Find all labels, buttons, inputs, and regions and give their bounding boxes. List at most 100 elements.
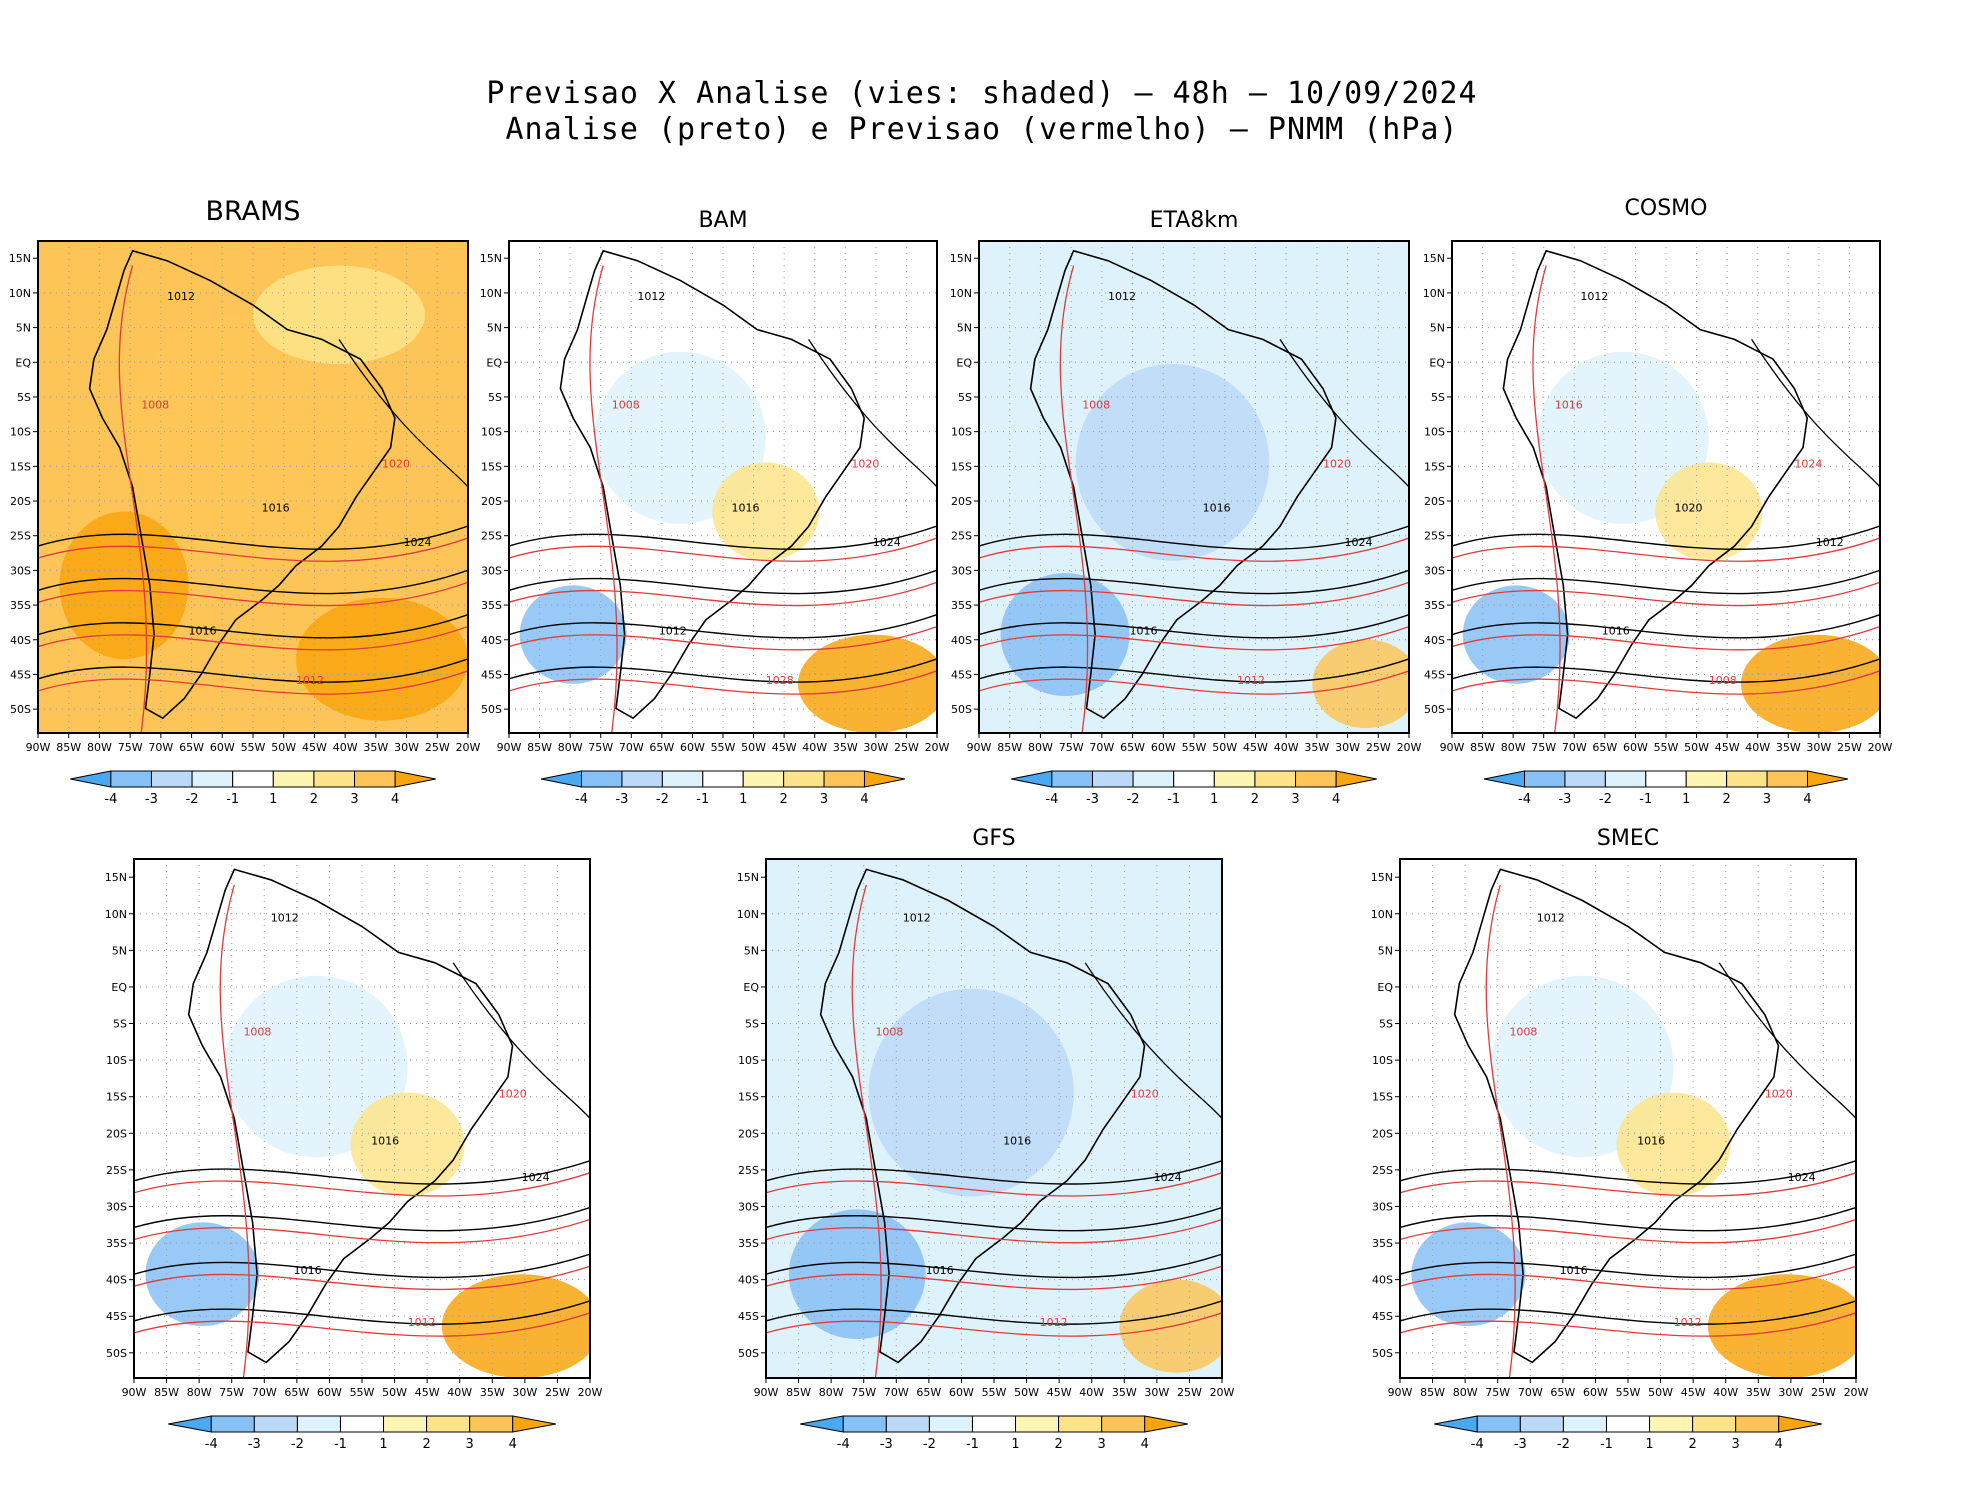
colorbar-label: -1 bbox=[334, 1437, 347, 1452]
bias-blob bbox=[253, 265, 425, 364]
forecast-isobar bbox=[134, 1218, 590, 1244]
colorbar-arrow-left bbox=[800, 1415, 844, 1433]
lat-label: EQ bbox=[15, 356, 31, 369]
analysis-isobar bbox=[979, 525, 1409, 550]
panel-title: BAM bbox=[698, 208, 748, 233]
colorbar-label: -1 bbox=[1639, 792, 1652, 807]
colorbar-segment bbox=[210, 1415, 255, 1433]
isobar-label: 1020 bbox=[851, 457, 879, 470]
forecast-map-panel: 1012 1008 1016 1020 1024 1028 1012 15N 10N 5N EQ 5S… bbox=[480, 240, 950, 807]
isobar-label: 1012 bbox=[1040, 1316, 1068, 1329]
colorbar-label: 1 bbox=[1682, 792, 1690, 807]
lon-label: 90W bbox=[122, 1386, 147, 1399]
analysis-isobar bbox=[1452, 658, 1880, 683]
lon-label: 85W bbox=[154, 1386, 179, 1399]
bias-blob bbox=[1462, 585, 1570, 684]
colorbar-segment bbox=[1564, 770, 1606, 788]
colorbar-label: 3 bbox=[1732, 1437, 1740, 1452]
bias-blob bbox=[868, 988, 1074, 1197]
analysis-isobar bbox=[1400, 1206, 1856, 1232]
forecast-isobar bbox=[589, 265, 618, 733]
lon-label: 90W bbox=[754, 1386, 779, 1399]
lat-label: 45S bbox=[10, 668, 31, 681]
forecast-isobar bbox=[1485, 884, 1516, 1378]
lat-label: 25S bbox=[1424, 530, 1445, 543]
colorbar-label: 1 bbox=[1011, 1437, 1019, 1452]
lat-label: 5S bbox=[488, 391, 502, 404]
lon-label: 55W bbox=[350, 1386, 375, 1399]
colorbar-label: -1 bbox=[966, 1437, 979, 1452]
colorbar-segment bbox=[354, 770, 396, 788]
lon-label: 30W bbox=[863, 741, 888, 754]
isobar-label: 1016 bbox=[1003, 1134, 1031, 1147]
lon-label: 50W bbox=[1014, 1386, 1039, 1399]
lat-label: 50S bbox=[951, 703, 972, 716]
lat-label: 25S bbox=[738, 1164, 759, 1177]
bias-blob bbox=[1616, 1092, 1731, 1197]
analysis-isobar bbox=[1400, 1160, 1856, 1185]
lon-label: 35W bbox=[1112, 1386, 1137, 1399]
isobar-label: 1008 bbox=[243, 1025, 271, 1038]
forecast-isobar bbox=[1400, 1172, 1856, 1197]
lon-label: 25W bbox=[545, 1386, 570, 1399]
lon-label: 75W bbox=[1059, 741, 1084, 754]
colorbar-label: -2 bbox=[291, 1437, 304, 1452]
isobar-label: 1012 bbox=[903, 911, 931, 924]
lon-label: 80W bbox=[1501, 741, 1526, 754]
colorbar-arrow-right bbox=[1806, 770, 1848, 788]
coastline bbox=[88, 249, 396, 720]
lat-label: 15N bbox=[737, 871, 759, 884]
isobar-label: 1008 bbox=[1082, 398, 1110, 411]
lat-label: 40S bbox=[738, 1274, 759, 1287]
colorbar-label: -1 bbox=[696, 792, 709, 807]
forecast-isobar bbox=[979, 625, 1409, 651]
lat-label: 35S bbox=[951, 599, 972, 612]
lon-label: 60W bbox=[317, 1386, 342, 1399]
colorbar-arrow-left bbox=[70, 770, 112, 788]
bias-blob bbox=[712, 462, 820, 561]
colorbar-label: 3 bbox=[1291, 792, 1299, 807]
analysis-isobar bbox=[134, 1160, 590, 1185]
coastline bbox=[1502, 249, 1809, 720]
lat-label: 15N bbox=[1371, 871, 1393, 884]
lon-label: 70W bbox=[148, 741, 173, 754]
isobar-label: 1012 bbox=[1108, 290, 1136, 303]
lat-label: 15S bbox=[951, 460, 972, 473]
analysis-isobar bbox=[979, 569, 1409, 595]
lon-label: 85W bbox=[527, 741, 552, 754]
lat-label: 35S bbox=[106, 1237, 127, 1250]
lat-label: 20S bbox=[738, 1127, 759, 1140]
colorbar-label: -3 bbox=[248, 1437, 261, 1452]
lat-label: 5N bbox=[112, 944, 127, 957]
bias-blob bbox=[1707, 1274, 1856, 1378]
isobar-label: 1012 bbox=[271, 911, 299, 924]
isobar-label: 1016 bbox=[294, 1264, 322, 1277]
colorbar-label: 4 bbox=[1141, 1437, 1149, 1452]
lon-label: 85W bbox=[997, 741, 1022, 754]
lon-label: 20W bbox=[1844, 1386, 1869, 1399]
colorbar-segment bbox=[971, 1415, 1017, 1433]
isobar-label: 1016 bbox=[1637, 1134, 1665, 1147]
colorbar-segment bbox=[1132, 770, 1175, 788]
colorbar-label: 3 bbox=[350, 792, 358, 807]
colorbar-segment bbox=[426, 1415, 471, 1433]
lon-label: 75W bbox=[851, 1386, 876, 1399]
colorbar-label: -2 bbox=[1557, 1437, 1570, 1452]
forecast-isobar bbox=[509, 625, 937, 651]
colorbar-label: -4 bbox=[1518, 792, 1531, 807]
lat-label: 30S bbox=[1372, 1200, 1393, 1213]
colorbar-label: -3 bbox=[1514, 1437, 1527, 1452]
lat-label: 10N bbox=[480, 287, 502, 300]
lat-label: 25S bbox=[10, 530, 31, 543]
colorbar-segment bbox=[1213, 770, 1256, 788]
bias-blob bbox=[1119, 1279, 1222, 1373]
bias-blob bbox=[124, 314, 382, 561]
colorbar-segment bbox=[232, 770, 274, 788]
forecast-isobar bbox=[134, 1265, 590, 1291]
forecast-isobar bbox=[38, 537, 468, 562]
analysis-isobar bbox=[509, 658, 937, 683]
lat-label: 35S bbox=[1372, 1237, 1393, 1250]
colorbar-segment bbox=[1735, 1415, 1780, 1433]
forecast-map-panel: 1012 1008 1016 1020 1024 1012 1016 15N 10N 5N EQ 5S… bbox=[1371, 858, 1869, 1452]
lat-label: 15S bbox=[106, 1091, 127, 1104]
